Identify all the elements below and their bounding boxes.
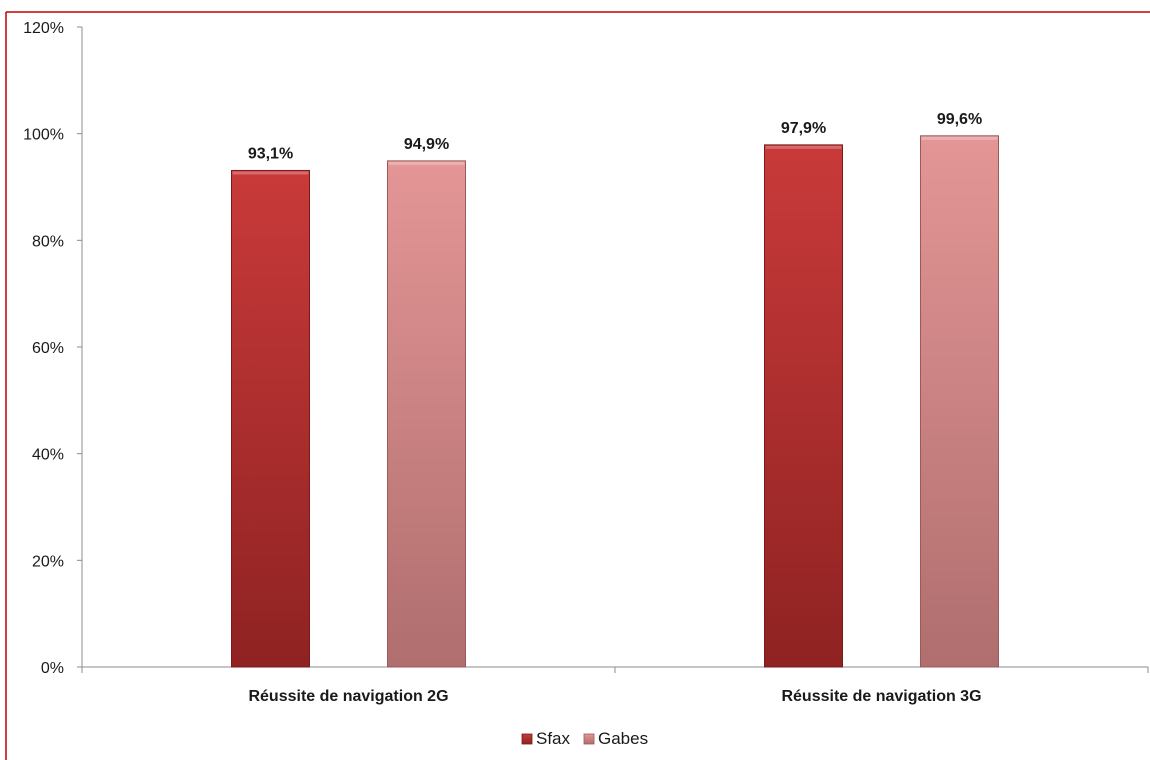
y-tick-label: 80% xyxy=(32,233,64,250)
legend-swatch-sfax xyxy=(521,733,533,745)
legend-swatch-gabes xyxy=(583,733,595,745)
data-label: 94,9% xyxy=(404,136,449,153)
bar-gabes-1 xyxy=(387,160,466,668)
bar-highlight xyxy=(388,161,465,165)
y-tick-label: 40% xyxy=(32,447,64,464)
chart-frame xyxy=(5,11,1150,760)
bar-highlight xyxy=(921,136,998,140)
bar-sfax-2 xyxy=(764,144,843,668)
bar-highlight xyxy=(765,145,842,149)
legend-label-gabes: Gabes xyxy=(598,729,648,748)
bar-highlight xyxy=(232,171,309,175)
legend-label-sfax: Sfax xyxy=(536,729,571,748)
data-label: 99,6% xyxy=(937,111,982,128)
data-labels: 93,1% 97,9% 94,9% 99,6% xyxy=(248,111,982,163)
x-category-label: Réussite de navigation 2G xyxy=(248,688,448,705)
bar-gabes-2 xyxy=(920,135,999,668)
y-tick-label: 100% xyxy=(23,127,64,144)
data-label: 93,1% xyxy=(248,145,293,162)
bar-sfax-1 xyxy=(231,169,310,668)
axes: 0% 20% 40% 60% 80% 100% 120% Réussite de naviga… xyxy=(23,20,1149,705)
y-tick-label: 120% xyxy=(23,20,64,37)
data-label: 97,9% xyxy=(781,120,826,137)
y-tick-label: 60% xyxy=(32,340,64,357)
y-tick-label: 0% xyxy=(41,660,64,677)
legend: Sfax Gabes xyxy=(521,729,648,748)
bars xyxy=(231,135,999,668)
x-category-label: Réussite de navigation 3G xyxy=(781,688,981,705)
y-tick-label: 20% xyxy=(32,553,64,570)
